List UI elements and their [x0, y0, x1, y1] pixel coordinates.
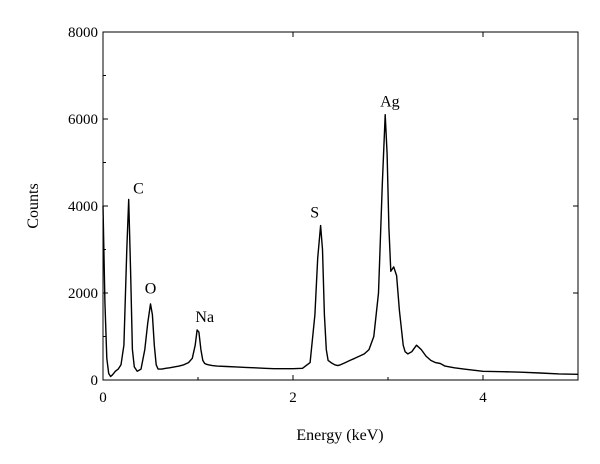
- plot-area: [102, 113, 579, 378]
- spectrum-line: [102, 113, 579, 378]
- peak-label-s: S: [310, 205, 319, 222]
- x-tick-label: 2: [289, 390, 297, 406]
- y-tick-label: 2000: [68, 286, 98, 302]
- axes: 0 2000 4000 6000 8000 0 2 4: [68, 25, 579, 406]
- x-axis-title: Energy (keV): [296, 427, 383, 444]
- peak-label-c: C: [133, 180, 144, 197]
- y-tick-label: 8000: [68, 25, 98, 41]
- y-tick-label: 0: [91, 373, 99, 389]
- x-tick-label: 0: [99, 390, 107, 406]
- x-tick-label: 4: [479, 390, 487, 406]
- plot-frame: [102, 31, 579, 381]
- y-tick-label: 6000: [68, 112, 98, 128]
- peak-label-ag: Ag: [380, 94, 400, 111]
- peak-label-o: O: [145, 281, 157, 298]
- peak-labels: C O Na S Ag: [133, 94, 400, 326]
- peak-label-na: Na: [195, 309, 214, 326]
- y-tick-label: 4000: [68, 199, 98, 215]
- y-axis-title: Counts: [25, 183, 42, 228]
